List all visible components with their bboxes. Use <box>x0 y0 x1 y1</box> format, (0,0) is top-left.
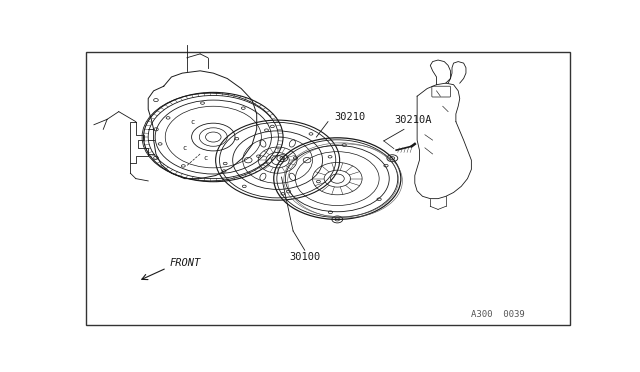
Text: c: c <box>182 145 187 151</box>
Text: FRONT: FRONT <box>169 258 200 267</box>
Text: 30210A: 30210A <box>394 115 431 125</box>
Text: A300  0039: A300 0039 <box>472 310 525 319</box>
Text: 30210: 30210 <box>334 112 365 122</box>
Text: c: c <box>190 119 195 125</box>
Text: 30100: 30100 <box>289 252 321 262</box>
Text: c: c <box>204 155 207 161</box>
